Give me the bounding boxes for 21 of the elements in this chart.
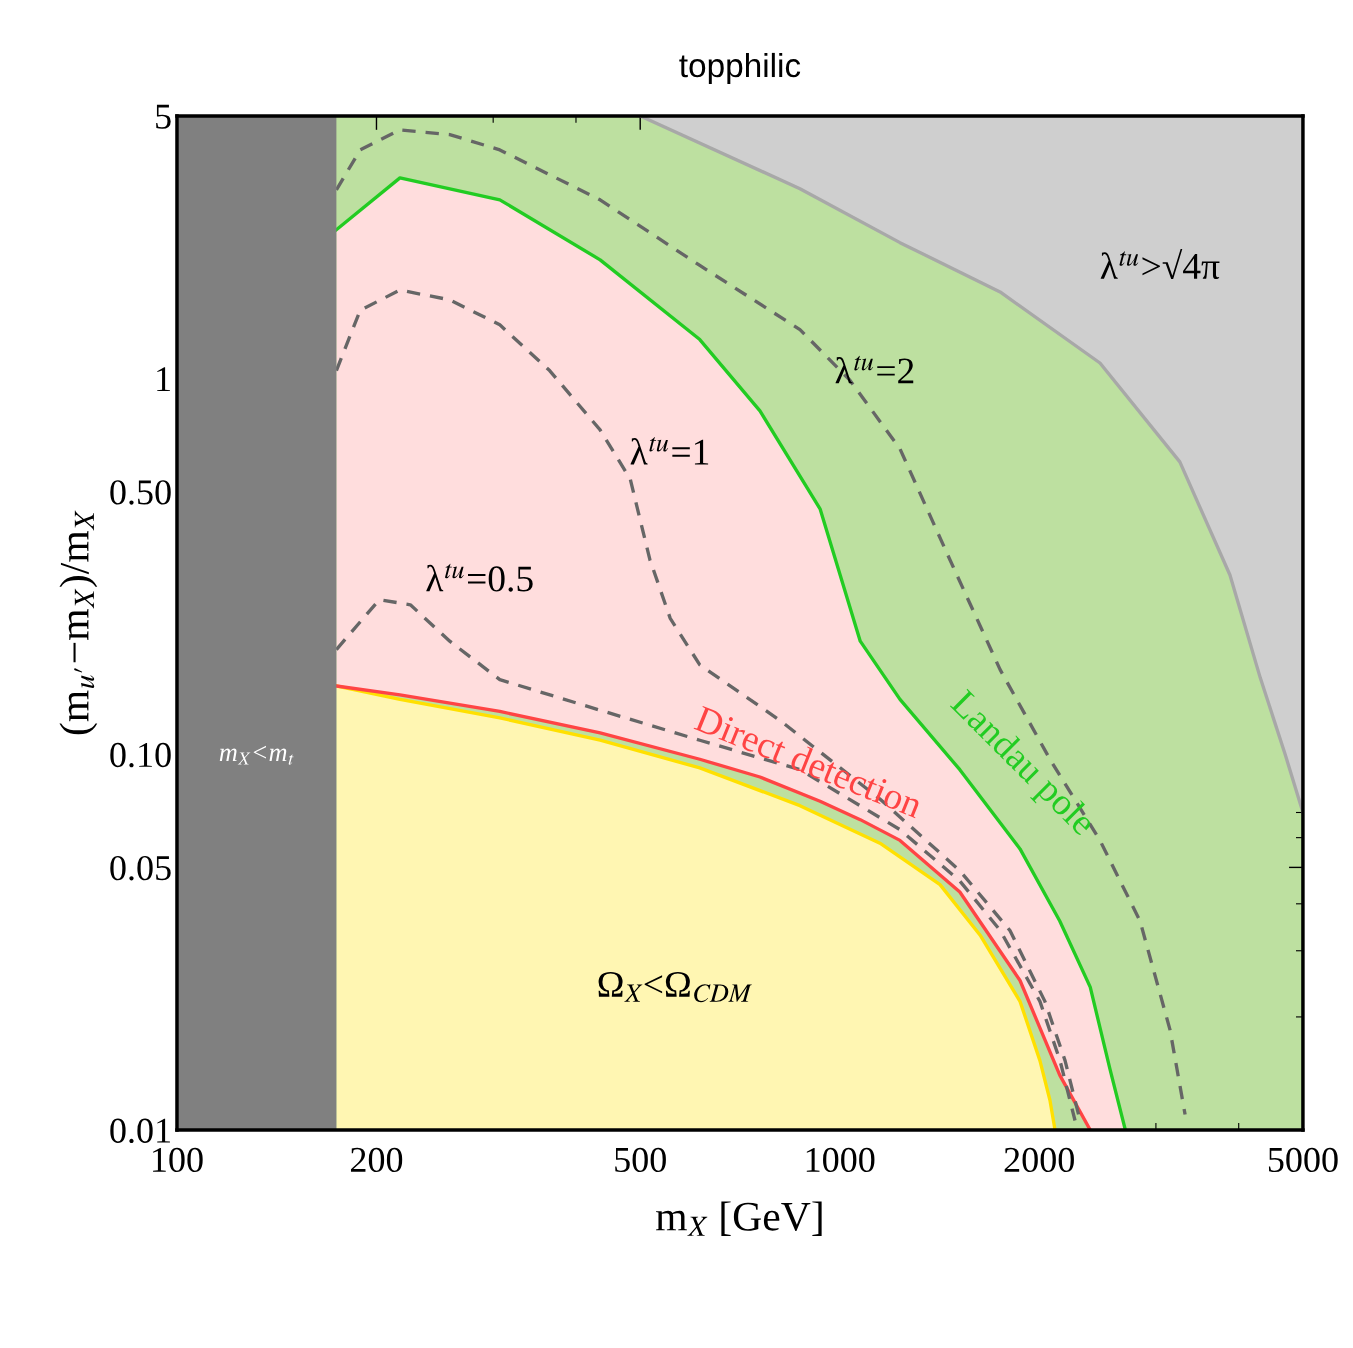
x-tick-label: 500 — [615, 1147, 666, 1173]
annotation: Ω$_{X}$<Ω$_{CDM}$ — [598, 971, 752, 1003]
series-label: λ$^{tu}$=2 — [835, 355, 914, 384]
y-tick-label: 0.10 — [110, 742, 171, 768]
y-tick-label: 5 — [156, 104, 171, 129]
x-tick-label: 100 — [153, 1147, 203, 1173]
chart-title: topphilic — [679, 52, 801, 84]
x-axis-title: m$_{X}$ [GeV] — [656, 1201, 822, 1236]
series-label: λ$^{tu}$=0.5 — [426, 563, 533, 592]
x-tick-label: 200 — [350, 1147, 403, 1173]
y-tick-label: 0.01 — [110, 1118, 170, 1144]
y-tick-label: 0.05 — [110, 855, 171, 881]
x-tick-label: 2000 — [1004, 1147, 1074, 1173]
y-tick-label: 1 — [157, 367, 170, 392]
x-tick-label: 1000 — [806, 1147, 875, 1173]
x-tick-label: 5000 — [1268, 1147, 1338, 1173]
y-axis-title: (m$_{u′}$−m$_{X}$)/m$_{X}$ — [59, 510, 98, 735]
band-label: m$_{X}$<m$_{t}$ — [219, 745, 294, 765]
y-tick-label: 0.50 — [110, 480, 171, 505]
series-label: λ$^{tu}$=1 — [630, 436, 709, 465]
annotation: λ$^{tu}$>√4π — [1100, 249, 1220, 280]
